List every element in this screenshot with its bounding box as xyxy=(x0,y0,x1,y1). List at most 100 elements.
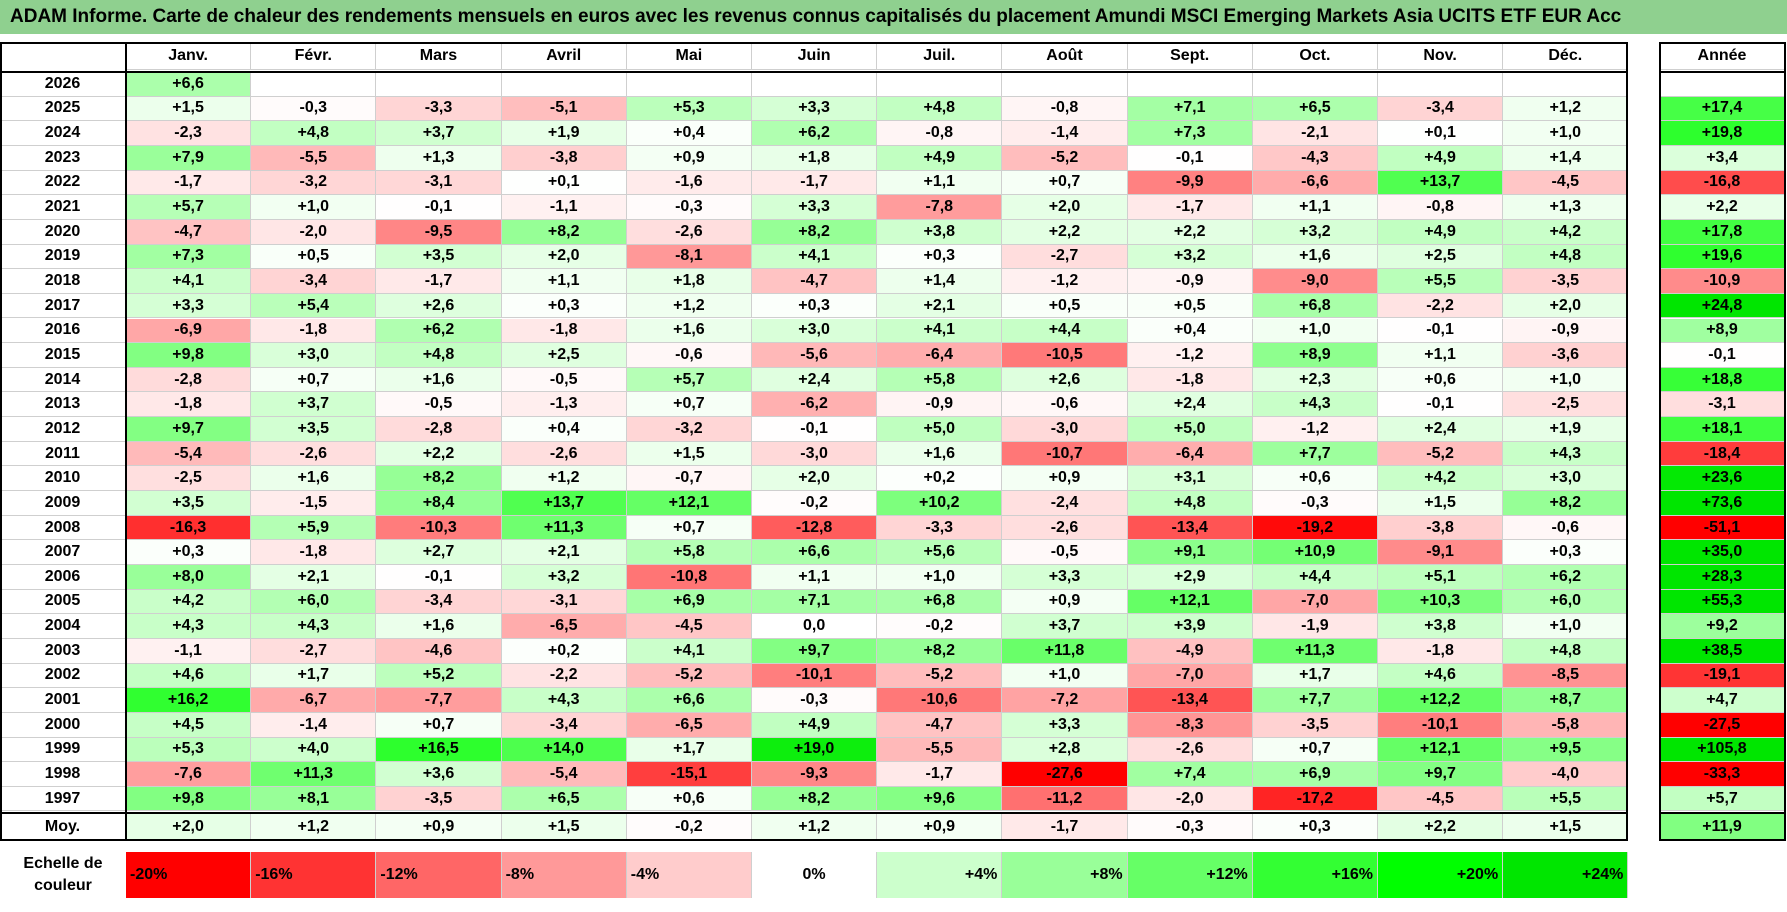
month-return-cell xyxy=(501,72,627,97)
month-return-cell: +3,9 xyxy=(1127,614,1253,639)
month-return-cell: +0,3 xyxy=(126,540,252,565)
month-return-cell: -0,8 xyxy=(1002,96,1128,122)
month-return-cell: +2,2 xyxy=(376,441,502,467)
month-return-cell: +0,6 xyxy=(1378,367,1504,393)
month-return-cell: -0,1 xyxy=(376,195,502,220)
year-label: 1998 xyxy=(0,762,126,787)
month-return-cell: +5,8 xyxy=(877,367,1003,393)
year-label: 2019 xyxy=(0,244,126,270)
month-return-cell: +6,0 xyxy=(251,589,377,615)
month-return-cell: 0,0 xyxy=(752,614,878,639)
month-return-cell xyxy=(1002,72,1128,97)
month-return-cell xyxy=(752,72,878,97)
month-return-cell: -6,5 xyxy=(501,614,627,639)
month-return-cell: +0,5 xyxy=(1127,293,1253,319)
month-return-cell: +0,9 xyxy=(1002,466,1128,492)
month-return-cell: +6,8 xyxy=(1252,293,1378,319)
scale-step: -20% xyxy=(126,852,252,898)
annual-return-cell: +18,1 xyxy=(1659,417,1786,442)
year-label: 2013 xyxy=(0,392,126,418)
month-return-cell: -1,7 xyxy=(752,170,878,196)
month-return-cell: -5,4 xyxy=(501,762,627,787)
year-label: 2022 xyxy=(0,170,126,196)
month-return-cell: +6,5 xyxy=(1252,96,1378,122)
month-return-cell: -10,6 xyxy=(877,688,1003,713)
month-return-cell: +2,3 xyxy=(1252,367,1378,393)
annual-return-cell: +18,8 xyxy=(1659,367,1786,393)
month-return-cell: +0,7 xyxy=(376,712,502,738)
month-header: Mai xyxy=(626,42,752,70)
annual-return-cell: -51,1 xyxy=(1659,515,1786,541)
month-return-cell: +10,9 xyxy=(1252,540,1378,565)
year-label: 2001 xyxy=(0,688,126,713)
month-return-cell: -2,6 xyxy=(501,441,627,467)
month-return-cell: +3,2 xyxy=(1252,219,1378,245)
annual-return-cell: +73,6 xyxy=(1659,491,1786,516)
month-return-cell: -0,3 xyxy=(1252,491,1378,516)
month-return-cell: -27,6 xyxy=(1002,762,1128,787)
annual-return-cell: -27,5 xyxy=(1659,712,1786,738)
month-return-cell: -0,9 xyxy=(1503,318,1629,344)
annual-return-cell: +105,8 xyxy=(1659,737,1786,763)
month-return-cell: +1,0 xyxy=(1503,367,1629,393)
month-return-cell: +3,0 xyxy=(251,343,377,368)
month-return-cell: -9,3 xyxy=(752,762,878,787)
scale-step: +24% xyxy=(1503,852,1629,898)
month-return-cell: +2,4 xyxy=(752,367,878,393)
month-return-cell: +3,3 xyxy=(126,293,252,319)
month-return-cell: +1,6 xyxy=(877,441,1003,467)
month-return-cell: +1,1 xyxy=(752,565,878,590)
month-return-cell: +5,5 xyxy=(1503,786,1629,812)
month-return-cell: -10,8 xyxy=(626,565,752,590)
month-return-cell: -6,9 xyxy=(126,318,252,344)
year-label: 2005 xyxy=(0,589,126,615)
month-return-cell: +2,0 xyxy=(752,466,878,492)
year-label: 2004 xyxy=(0,614,126,639)
month-return-cell: -11,2 xyxy=(1002,786,1128,812)
month-return-cell: +2,4 xyxy=(1378,417,1504,442)
month-return-cell: +9,7 xyxy=(752,638,878,664)
month-return-cell: -0,3 xyxy=(752,688,878,713)
month-return-cell: -1,8 xyxy=(1378,638,1504,664)
month-return-cell: +19,0 xyxy=(752,737,878,763)
month-header: Nov. xyxy=(1378,42,1504,70)
month-header: Févr. xyxy=(251,42,377,70)
month-return-cell: -7,7 xyxy=(376,688,502,713)
month-return-cell: +3,5 xyxy=(251,417,377,442)
month-return-cell: +4,9 xyxy=(1378,145,1504,171)
month-return-cell: -9,5 xyxy=(376,219,502,245)
month-return-cell: -2,6 xyxy=(626,219,752,245)
month-return-cell: -3,3 xyxy=(877,515,1003,541)
scale-step: 0% xyxy=(752,852,878,898)
month-return-cell: +2,7 xyxy=(376,540,502,565)
month-return-cell: -3,4 xyxy=(376,589,502,615)
scale-step: +16% xyxy=(1252,852,1378,898)
month-return-cell: -13,4 xyxy=(1127,688,1253,713)
month-return-cell: -10,5 xyxy=(1002,343,1128,368)
month-return-cell: +0,2 xyxy=(501,638,627,664)
month-return-cell: +3,3 xyxy=(752,96,878,122)
month-return-cell: +1,9 xyxy=(501,121,627,146)
month-return-cell: -3,3 xyxy=(376,96,502,122)
month-return-cell: +5,4 xyxy=(251,293,377,319)
month-return-cell: -1,8 xyxy=(126,392,252,418)
month-return-cell: -6,6 xyxy=(1252,170,1378,196)
month-return-cell: -0,6 xyxy=(1002,392,1128,418)
month-return-cell: -0,8 xyxy=(877,121,1003,146)
annual-return-cell: -33,3 xyxy=(1659,762,1786,787)
annual-return-cell: +19,8 xyxy=(1659,121,1786,146)
month-return-cell: -3,4 xyxy=(1378,96,1504,122)
month-return-cell: +0,6 xyxy=(626,786,752,812)
month-header: Août xyxy=(1002,42,1128,70)
average-annual-cell: +11,9 xyxy=(1659,813,1786,841)
month-return-cell: +4,1 xyxy=(126,269,252,294)
month-return-cell: +5,8 xyxy=(626,540,752,565)
month-return-cell: +1,0 xyxy=(1002,663,1128,689)
month-return-cell: +0,6 xyxy=(1252,466,1378,492)
month-return-cell: +3,7 xyxy=(251,392,377,418)
annual-return-cell: +9,2 xyxy=(1659,614,1786,639)
average-return-cell: -1,7 xyxy=(1002,813,1128,841)
month-return-cell: +8,2 xyxy=(501,219,627,245)
month-return-cell: +0,3 xyxy=(752,293,878,319)
month-return-cell: -6,7 xyxy=(251,688,377,713)
